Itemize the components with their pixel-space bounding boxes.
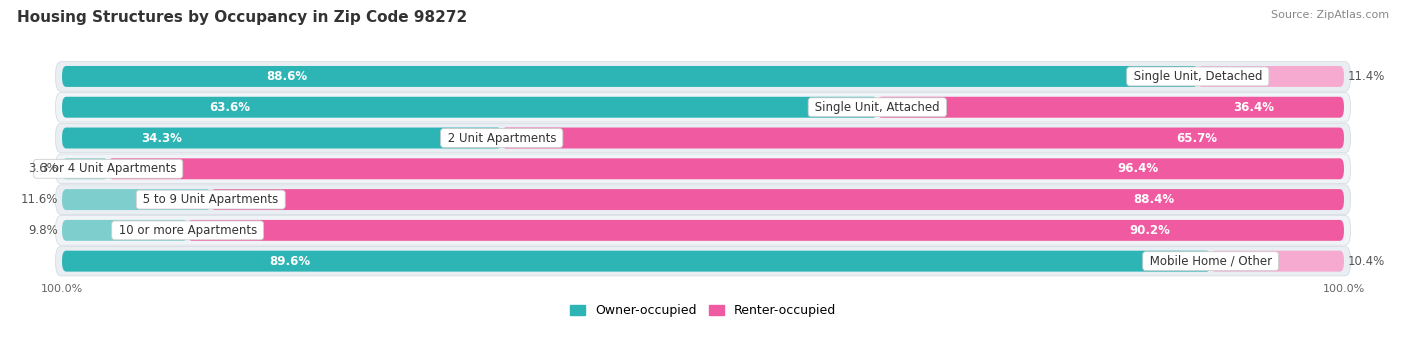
FancyBboxPatch shape: [56, 185, 1350, 214]
Text: 10.4%: 10.4%: [1348, 255, 1385, 268]
FancyBboxPatch shape: [187, 220, 1344, 241]
FancyBboxPatch shape: [62, 189, 211, 210]
Text: 3 or 4 Unit Apartments: 3 or 4 Unit Apartments: [37, 162, 180, 175]
FancyBboxPatch shape: [502, 128, 1344, 148]
FancyBboxPatch shape: [1198, 66, 1344, 87]
FancyBboxPatch shape: [108, 158, 1344, 179]
FancyBboxPatch shape: [62, 158, 108, 179]
Text: 89.6%: 89.6%: [269, 255, 309, 268]
Text: 2 Unit Apartments: 2 Unit Apartments: [444, 132, 560, 145]
Text: 88.4%: 88.4%: [1133, 193, 1174, 206]
Text: 63.6%: 63.6%: [208, 101, 250, 114]
FancyBboxPatch shape: [56, 154, 1350, 183]
Text: Housing Structures by Occupancy in Zip Code 98272: Housing Structures by Occupancy in Zip C…: [17, 10, 467, 25]
FancyBboxPatch shape: [1211, 251, 1344, 272]
Text: Single Unit, Detached: Single Unit, Detached: [1129, 70, 1265, 83]
Text: 11.6%: 11.6%: [21, 193, 58, 206]
FancyBboxPatch shape: [56, 62, 1350, 91]
Text: Mobile Home / Other: Mobile Home / Other: [1146, 255, 1275, 268]
FancyBboxPatch shape: [62, 97, 877, 118]
FancyBboxPatch shape: [62, 66, 1198, 87]
Text: 5 to 9 Unit Apartments: 5 to 9 Unit Apartments: [139, 193, 283, 206]
Text: 96.4%: 96.4%: [1118, 162, 1159, 175]
FancyBboxPatch shape: [56, 123, 1350, 153]
FancyBboxPatch shape: [62, 128, 502, 148]
Text: Source: ZipAtlas.com: Source: ZipAtlas.com: [1271, 10, 1389, 20]
Text: 10 or more Apartments: 10 or more Apartments: [115, 224, 260, 237]
Text: 11.4%: 11.4%: [1348, 70, 1385, 83]
Legend: Owner-occupied, Renter-occupied: Owner-occupied, Renter-occupied: [565, 299, 841, 322]
FancyBboxPatch shape: [56, 247, 1350, 276]
Text: 34.3%: 34.3%: [141, 132, 181, 145]
FancyBboxPatch shape: [56, 216, 1350, 245]
Text: 3.6%: 3.6%: [28, 162, 58, 175]
FancyBboxPatch shape: [211, 189, 1344, 210]
Text: 88.6%: 88.6%: [267, 70, 308, 83]
FancyBboxPatch shape: [877, 97, 1344, 118]
Text: 36.4%: 36.4%: [1233, 101, 1274, 114]
Text: 65.7%: 65.7%: [1177, 132, 1218, 145]
FancyBboxPatch shape: [62, 251, 1211, 272]
Text: Single Unit, Attached: Single Unit, Attached: [811, 101, 943, 114]
Text: 90.2%: 90.2%: [1129, 224, 1171, 237]
FancyBboxPatch shape: [56, 92, 1350, 122]
Text: 9.8%: 9.8%: [28, 224, 58, 237]
FancyBboxPatch shape: [62, 220, 187, 241]
